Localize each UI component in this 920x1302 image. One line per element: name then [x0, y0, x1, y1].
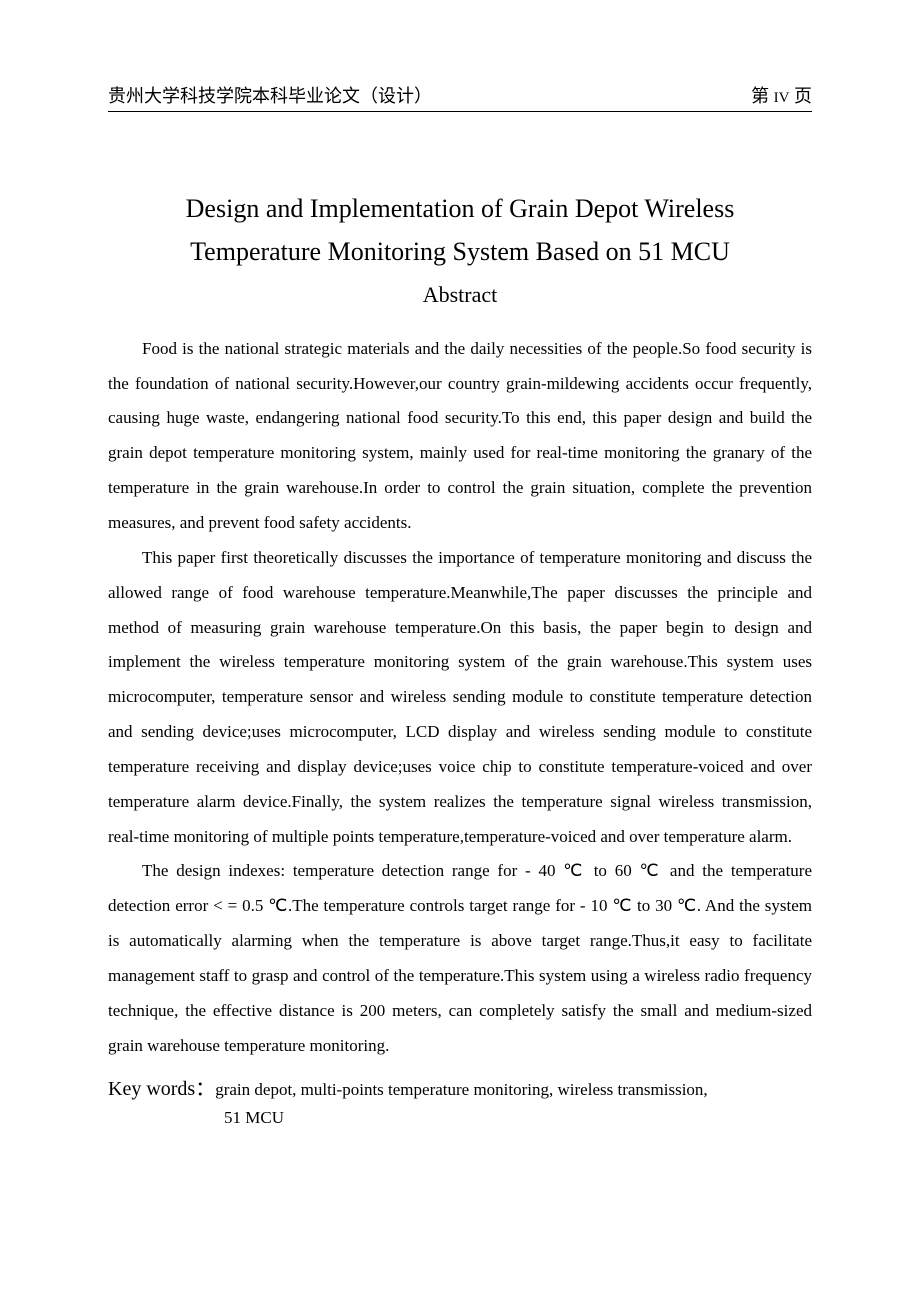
paper-title: Design and Implementation of Grain Depot… — [108, 188, 812, 274]
abstract-paragraph-1: Food is the national strategic materials… — [108, 332, 812, 541]
page-container: 贵州大学科技学院本科毕业论文（设计） 第 IV 页 Design and Imp… — [0, 0, 920, 1195]
abstract-paragraph-2: This paper first theoretically discusses… — [108, 541, 812, 855]
page-number: IV — [774, 90, 790, 106]
title-line-1: Design and Implementation of Grain Depot… — [108, 188, 812, 231]
title-line-2: Temperature Monitoring System Based on 5… — [108, 231, 812, 274]
abstract-heading: Abstract — [108, 282, 812, 308]
keywords-label: Key words： — [108, 1078, 215, 1100]
keywords-line-2: 51 MCU — [224, 1101, 812, 1135]
abstract-paragraph-3: The design indexes: temperature detectio… — [108, 854, 812, 1063]
keywords-line-1: grain depot, multi-points temperature mo… — [215, 1080, 707, 1099]
page-header: 贵州大学科技学院本科毕业论文（设计） 第 IV 页 — [108, 82, 812, 112]
header-prefix: 第 — [751, 86, 774, 106]
header-left-text: 贵州大学科技学院本科毕业论文（设计） — [108, 82, 432, 108]
header-right-text: 第 IV 页 — [751, 82, 812, 108]
keywords-section: Key words：grain depot, multi-points temp… — [108, 1072, 812, 1135]
header-suffix: 页 — [790, 86, 813, 106]
